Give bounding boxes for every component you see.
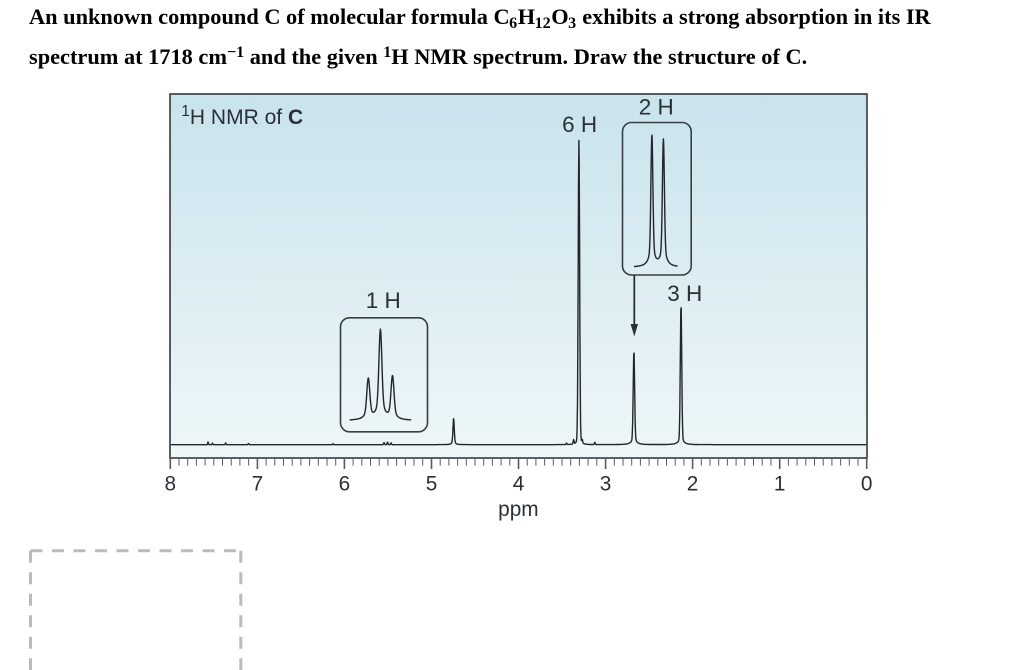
svg-text:0: 0	[861, 473, 873, 496]
svg-text:1: 1	[774, 473, 786, 496]
svg-text:5: 5	[426, 473, 438, 496]
svg-text:8: 8	[165, 473, 177, 496]
svg-text:3: 3	[600, 473, 612, 496]
svg-text:1 H: 1 H	[366, 288, 401, 313]
svg-text:3 H: 3 H	[667, 281, 702, 306]
svg-text:6 H: 6 H	[562, 112, 597, 137]
svg-text:2: 2	[687, 473, 699, 496]
svg-text:7: 7	[252, 473, 264, 496]
svg-text:1H NMR of C: 1H NMR of C	[181, 103, 303, 129]
svg-text:2 H: 2 H	[639, 95, 674, 120]
svg-text:ppm: ppm	[498, 498, 538, 521]
svg-text:6: 6	[339, 473, 351, 496]
svg-text:4: 4	[513, 473, 525, 496]
